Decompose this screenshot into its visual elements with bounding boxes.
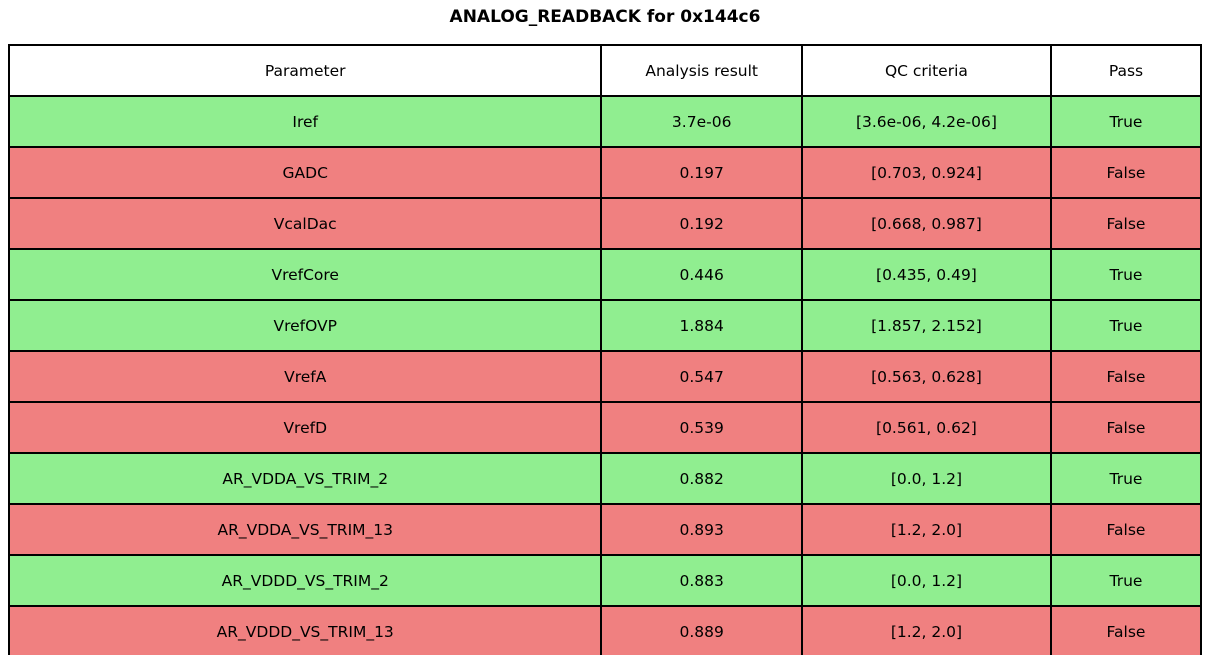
qc-table: Parameter Analysis result QC criteria Pa… xyxy=(7,44,1203,655)
cell-pass: True xyxy=(1049,248,1203,301)
cell-criteria: [1.2, 2.0] xyxy=(800,605,1052,655)
cell-criteria: [0.561, 0.62] xyxy=(800,401,1052,454)
cell-parameter: VrefOVP xyxy=(7,299,603,352)
table-row: AR_VDDA_VS_TRIM_2 0.882 [0.0, 1.2] True xyxy=(7,452,1203,505)
cell-pass: False xyxy=(1049,197,1203,250)
cell-pass: False xyxy=(1049,146,1203,199)
table-row: VcalDac 0.192 [0.668, 0.987] False xyxy=(7,197,1203,250)
cell-criteria: [1.2, 2.0] xyxy=(800,503,1052,556)
cell-parameter: VrefA xyxy=(7,350,603,403)
cell-criteria: [0.668, 0.987] xyxy=(800,197,1052,250)
table-row: VrefCore 0.446 [0.435, 0.49] True xyxy=(7,248,1203,301)
table-row: VrefOVP 1.884 [1.857, 2.152] True xyxy=(7,299,1203,352)
cell-pass: True xyxy=(1049,299,1203,352)
cell-pass: True xyxy=(1049,554,1203,607)
header-pass: Pass xyxy=(1049,44,1203,97)
cell-criteria: [0.703, 0.924] xyxy=(800,146,1052,199)
cell-pass: False xyxy=(1049,401,1203,454)
table-row: GADC 0.197 [0.703, 0.924] False xyxy=(7,146,1203,199)
table-row: AR_VDDA_VS_TRIM_13 0.893 [1.2, 2.0] False xyxy=(7,503,1203,556)
cell-result: 0.446 xyxy=(600,248,803,301)
cell-parameter: VrefD xyxy=(7,401,603,454)
table-row: VrefD 0.539 [0.561, 0.62] False xyxy=(7,401,1203,454)
cell-result: 3.7e-06 xyxy=(600,95,803,148)
cell-parameter: VcalDac xyxy=(7,197,603,250)
cell-result: 0.883 xyxy=(600,554,803,607)
cell-parameter: AR_VDDA_VS_TRIM_2 xyxy=(7,452,603,505)
cell-criteria: [0.435, 0.49] xyxy=(800,248,1052,301)
cell-pass: True xyxy=(1049,452,1203,505)
cell-criteria: [3.6e-06, 4.2e-06] xyxy=(800,95,1052,148)
cell-result: 0.197 xyxy=(600,146,803,199)
cell-result: 0.539 xyxy=(600,401,803,454)
cell-criteria: [0.0, 1.2] xyxy=(800,554,1052,607)
cell-result: 0.192 xyxy=(600,197,803,250)
header-row: Parameter Analysis result QC criteria Pa… xyxy=(7,44,1203,97)
cell-criteria: [0.563, 0.628] xyxy=(800,350,1052,403)
cell-parameter: Iref xyxy=(7,95,603,148)
cell-criteria: [0.0, 1.2] xyxy=(800,452,1052,505)
table-row: AR_VDDD_VS_TRIM_13 0.889 [1.2, 2.0] False xyxy=(7,605,1203,655)
cell-result: 0.882 xyxy=(600,452,803,505)
cell-result: 0.547 xyxy=(600,350,803,403)
table-row: Iref 3.7e-06 [3.6e-06, 4.2e-06] True xyxy=(7,95,1203,148)
table-row: VrefA 0.547 [0.563, 0.628] False xyxy=(7,350,1203,403)
header-analysis-result: Analysis result xyxy=(600,44,803,97)
cell-result: 1.884 xyxy=(600,299,803,352)
header-qc-criteria: QC criteria xyxy=(800,44,1052,97)
table-row: AR_VDDD_VS_TRIM_2 0.883 [0.0, 1.2] True xyxy=(7,554,1203,607)
cell-result: 0.893 xyxy=(600,503,803,556)
cell-parameter: AR_VDDA_VS_TRIM_13 xyxy=(7,503,603,556)
cell-criteria: [1.857, 2.152] xyxy=(800,299,1052,352)
cell-pass: False xyxy=(1049,605,1203,655)
header-parameter: Parameter xyxy=(7,44,603,97)
cell-parameter: VrefCore xyxy=(7,248,603,301)
cell-parameter: AR_VDDD_VS_TRIM_2 xyxy=(7,554,603,607)
cell-pass: False xyxy=(1049,503,1203,556)
figure-title: ANALOG_READBACK for 0x144c6 xyxy=(449,7,761,27)
cell-parameter: AR_VDDD_VS_TRIM_13 xyxy=(7,605,603,655)
cell-parameter: GADC xyxy=(7,146,603,199)
cell-pass: False xyxy=(1049,350,1203,403)
cell-result: 0.889 xyxy=(600,605,803,655)
cell-pass: True xyxy=(1049,95,1203,148)
